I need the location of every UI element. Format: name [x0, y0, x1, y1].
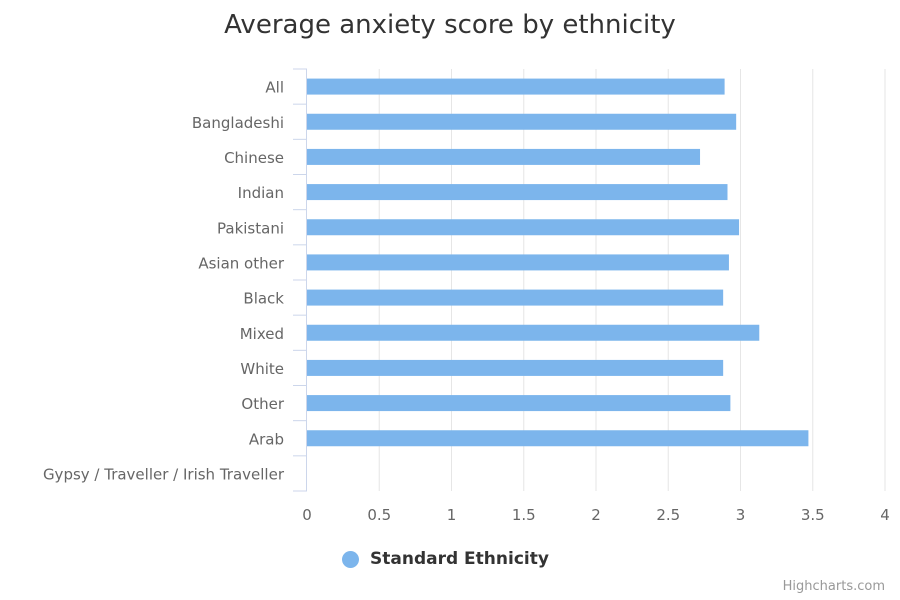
- category-label: All: [265, 79, 284, 97]
- bar[interactable]: [307, 324, 760, 341]
- credits-link[interactable]: Highcharts.com: [782, 579, 885, 594]
- category-label: Mixed: [240, 325, 284, 343]
- x-tick-label: 3: [736, 506, 746, 524]
- bar[interactable]: [307, 395, 731, 412]
- bar[interactable]: [307, 184, 728, 201]
- legend-symbol: [342, 550, 359, 568]
- category-label: Asian other: [198, 254, 285, 272]
- x-tick-label: 2.5: [656, 506, 680, 524]
- legend-label-standard-ethnicity[interactable]: Standard Ethnicity: [370, 549, 549, 569]
- bar[interactable]: [307, 78, 725, 95]
- category-label: Pakistani: [217, 219, 284, 237]
- x-tick-label: 2: [591, 506, 601, 524]
- category-label: Arab: [249, 430, 284, 448]
- category-label: Gypsy / Traveller / Irish Traveller: [43, 465, 285, 483]
- x-tick-label: 1: [447, 506, 457, 524]
- chart-title: Average anxiety score by ethnicity: [224, 10, 676, 40]
- x-tick-label: 4: [880, 506, 890, 524]
- category-label: Black: [243, 290, 284, 308]
- bar[interactable]: [307, 219, 740, 236]
- bar[interactable]: [307, 254, 729, 271]
- category-label: Chinese: [224, 149, 284, 167]
- bar[interactable]: [307, 289, 724, 306]
- x-tick-label: 0: [302, 506, 312, 524]
- legend[interactable]: Standard Ethnicity: [342, 549, 549, 569]
- x-tick-label: 3.5: [801, 506, 825, 524]
- bar[interactable]: [307, 113, 737, 130]
- category-label: Bangladeshi: [192, 114, 284, 132]
- category-label: Indian: [238, 184, 284, 202]
- x-tick-label: 1.5: [512, 506, 536, 524]
- bar[interactable]: [307, 430, 809, 447]
- x-tick-label: 0.5: [367, 506, 391, 524]
- bar[interactable]: [307, 148, 701, 165]
- category-label: White: [240, 360, 284, 378]
- bar[interactable]: [307, 359, 724, 376]
- category-label: Other: [241, 395, 284, 413]
